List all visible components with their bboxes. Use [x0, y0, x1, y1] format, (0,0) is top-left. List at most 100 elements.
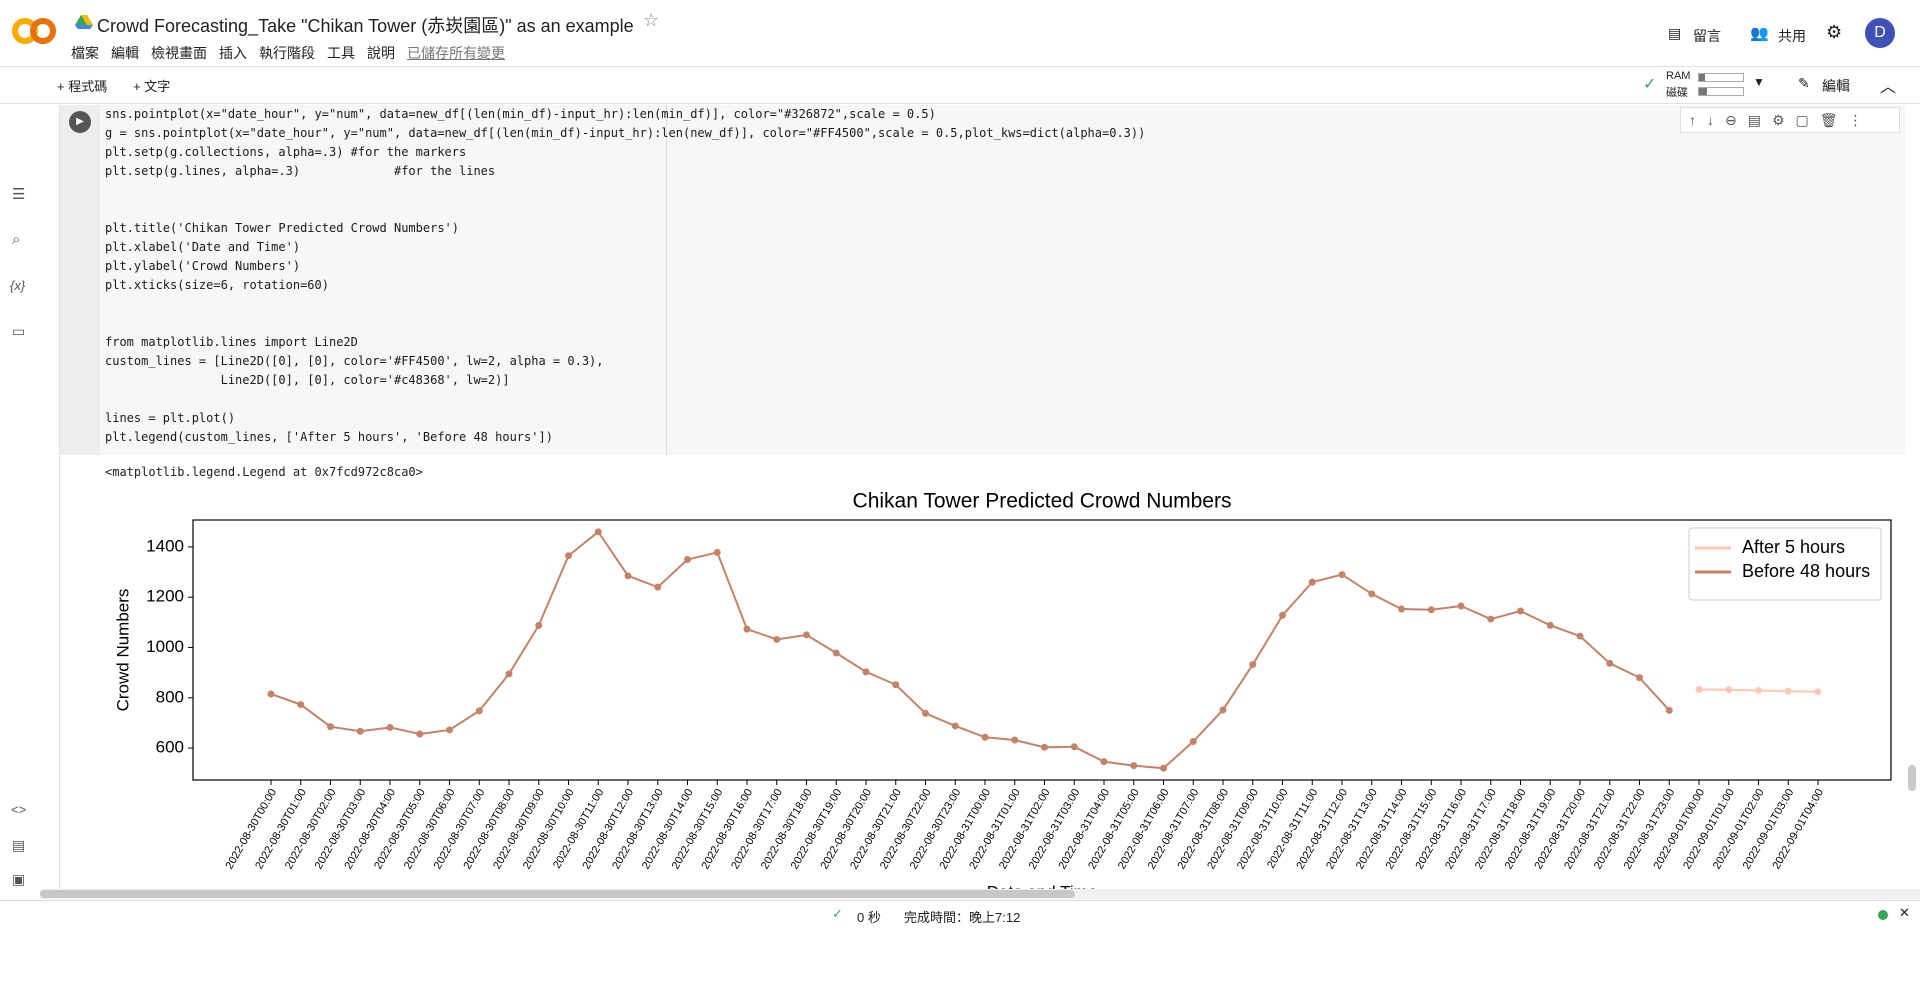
- disk-label: 磁碟: [1666, 87, 1688, 99]
- menu-item[interactable]: 插入: [219, 45, 247, 61]
- header: Crowd Forecasting_Take "Chikan Tower (赤崁…: [0, 0, 1920, 66]
- toc-icon[interactable]: ☰: [12, 186, 26, 203]
- menu-item[interactable]: 執行階段: [259, 45, 315, 61]
- status-check: ✓: [832, 906, 843, 921]
- status-finished: 完成時間：晚上7:12: [904, 910, 1021, 925]
- save-status: 已儲存所有變更: [407, 45, 505, 61]
- series-point: [803, 631, 810, 639]
- legend-box: [1688, 527, 1882, 601]
- menu-item[interactable]: 檔案: [71, 45, 99, 61]
- series-point: [1160, 764, 1167, 772]
- legend-label: After 5 hours: [1742, 537, 1845, 557]
- star-icon[interactable]: ☆: [643, 10, 660, 30]
- series-point: [1100, 758, 1108, 766]
- drive-icon: [75, 15, 93, 29]
- series-line: [270, 530, 1670, 770]
- series-point: [1546, 621, 1554, 629]
- menu-item[interactable]: 編輯: [111, 45, 139, 61]
- y-tick-label: 1200: [146, 587, 184, 606]
- code-line: plt.title('Chikan Tower Predicted Crowd …: [105, 221, 460, 235]
- collapse-button[interactable]: ︿: [1880, 79, 1897, 96]
- series-point: [1308, 578, 1316, 586]
- avatar[interactable]: D: [1865, 18, 1895, 48]
- code-line: plt.setp(g.lines, alpha=.3) #for the lin…: [105, 164, 496, 178]
- series-point: [475, 707, 483, 715]
- ram-meter: [1698, 73, 1744, 82]
- series-point: [327, 723, 334, 731]
- series-point: [1130, 762, 1138, 770]
- series-point: [773, 635, 781, 643]
- series-point: [1636, 674, 1643, 682]
- ram-label: RAM: [1666, 70, 1691, 82]
- code-cell-gutter: [60, 105, 100, 455]
- series-point: [1755, 686, 1762, 694]
- series-point: [1784, 687, 1792, 695]
- series-point: [1368, 590, 1376, 598]
- code-line: from matplotlib.lines import Line2D: [105, 335, 358, 349]
- connected-check: ✓: [1643, 76, 1657, 93]
- horizontal-scrollbar[interactable]: [40, 889, 1920, 899]
- series-point: [594, 528, 602, 536]
- series-point: [1249, 661, 1257, 669]
- add-code-button[interactable]: + 程式碼: [57, 79, 108, 94]
- series-point: [565, 552, 572, 560]
- series-point: [892, 681, 900, 689]
- series-point: [624, 572, 632, 580]
- code-line: plt.setp(g.collections, alpha=.3) #for t…: [105, 145, 467, 159]
- series-point: [832, 649, 840, 657]
- code-line: plt.ylabel('Crowd Numbers'): [105, 259, 301, 273]
- resources-dropdown[interactable]: ▼: [1753, 75, 1765, 89]
- series-point: [1487, 615, 1495, 623]
- series-point: [951, 722, 959, 730]
- terminal-icon[interactable]: ▣: [12, 871, 26, 887]
- menu-item[interactable]: 檢視畫面: [151, 45, 207, 61]
- comment-button[interactable]: 留言: [1693, 28, 1721, 44]
- notebook-title[interactable]: Crowd Forecasting_Take "Chikan Tower (赤崁…: [97, 16, 634, 36]
- y-axis-label: Crowd Numbers: [113, 589, 132, 712]
- code-cell: [59, 105, 1905, 455]
- run-button[interactable]: ▶: [69, 111, 91, 133]
- cell-toolbar: ↑↓⊖▤⚙▢🗑⋮: [1680, 107, 1900, 133]
- series-point: [1219, 706, 1227, 714]
- menu-item[interactable]: 工具: [327, 45, 355, 61]
- edit-button[interactable]: 編輯: [1822, 78, 1850, 94]
- series-point: [1427, 606, 1435, 614]
- search-icon[interactable]: ⌕: [12, 231, 21, 248]
- code-line: plt.xlabel('Date and Time'): [105, 240, 301, 254]
- series-point: [1814, 688, 1822, 696]
- code-line: lines = plt.plot(): [105, 411, 236, 425]
- status-bar: ✓ 0 秒 完成時間：晚上7:12 ✕: [0, 900, 1920, 928]
- chart: Chikan Tower Predicted Crowd Numbers Cro…: [113, 490, 1892, 901]
- y-tick-label: 1400: [146, 536, 184, 555]
- y-tick-label: 800: [156, 687, 184, 706]
- series-point: [1338, 571, 1346, 579]
- vertical-scrollbar[interactable]: [1908, 765, 1916, 791]
- comment-icon: ▤: [1668, 25, 1682, 41]
- code-line: plt.legend(custom_lines, ['After 5 hours…: [105, 430, 553, 444]
- disk-meter: [1698, 87, 1744, 96]
- series-point: [684, 555, 691, 563]
- settings-icon[interactable]: ⚙: [1826, 22, 1843, 42]
- share-icon: 👥: [1750, 25, 1769, 42]
- series-point: [862, 668, 870, 676]
- status-dot: [1878, 910, 1888, 920]
- add-text-button[interactable]: + 文字: [133, 79, 171, 94]
- variables-button[interactable]: {x}: [10, 278, 26, 293]
- series-point: [1576, 632, 1584, 640]
- series-point: [654, 583, 662, 591]
- chart-title: Chikan Tower Predicted Crowd Numbers: [853, 490, 1232, 513]
- command-icon[interactable]: ▤: [12, 837, 26, 853]
- code-line: Line2D([0], [0], color='#c48368', lw=2)]: [105, 373, 510, 387]
- snippets-icon[interactable]: <>: [11, 802, 27, 817]
- output-text: <matplotlib.legend.Legend at 0x7fcd972c8…: [105, 465, 423, 479]
- series-point: [1070, 743, 1078, 751]
- status-close[interactable]: ✕: [1899, 905, 1910, 920]
- share-button[interactable]: 共用: [1778, 28, 1806, 44]
- edit-icon: ✎: [1798, 75, 1810, 91]
- page: {"header":{"title":"Crowd Forecasting_Ta…: [0, 0, 1920, 928]
- menu-item[interactable]: 說明: [367, 45, 395, 61]
- code-line: custom_lines = [Line2D([0], [0], color='…: [105, 354, 604, 368]
- files-icon[interactable]: ▭: [12, 323, 26, 339]
- y-tick-label: 1000: [146, 637, 184, 656]
- series-point: [446, 726, 453, 734]
